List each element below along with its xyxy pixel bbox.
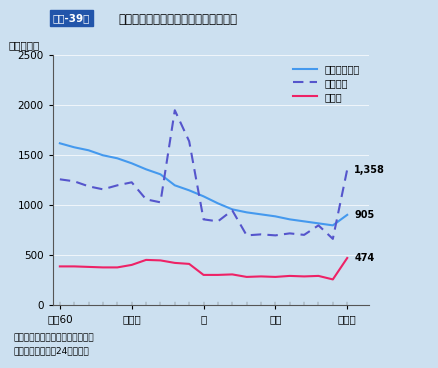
Text: ２　死者数は24時間死者: ２ 死者数は24時間死者 — [13, 346, 89, 355]
Text: 905: 905 — [353, 210, 374, 220]
Text: 鉄道運転事故の件数と死傷者数の推移: 鉄道運転事故の件数と死傷者数の推移 — [118, 13, 237, 26]
Legend: 運転事故件数, 死傷者数, 死者数: 運転事故件数, 死傷者数, 死者数 — [288, 60, 363, 106]
Text: （件・人）: （件・人） — [8, 40, 39, 50]
Text: 注　１　国土交通省資料による。: 注 １ 国土交通省資料による。 — [13, 333, 94, 342]
Text: 474: 474 — [353, 253, 374, 263]
Text: 1,358: 1,358 — [353, 164, 385, 174]
Text: 第１-39図: 第１-39図 — [53, 13, 90, 23]
